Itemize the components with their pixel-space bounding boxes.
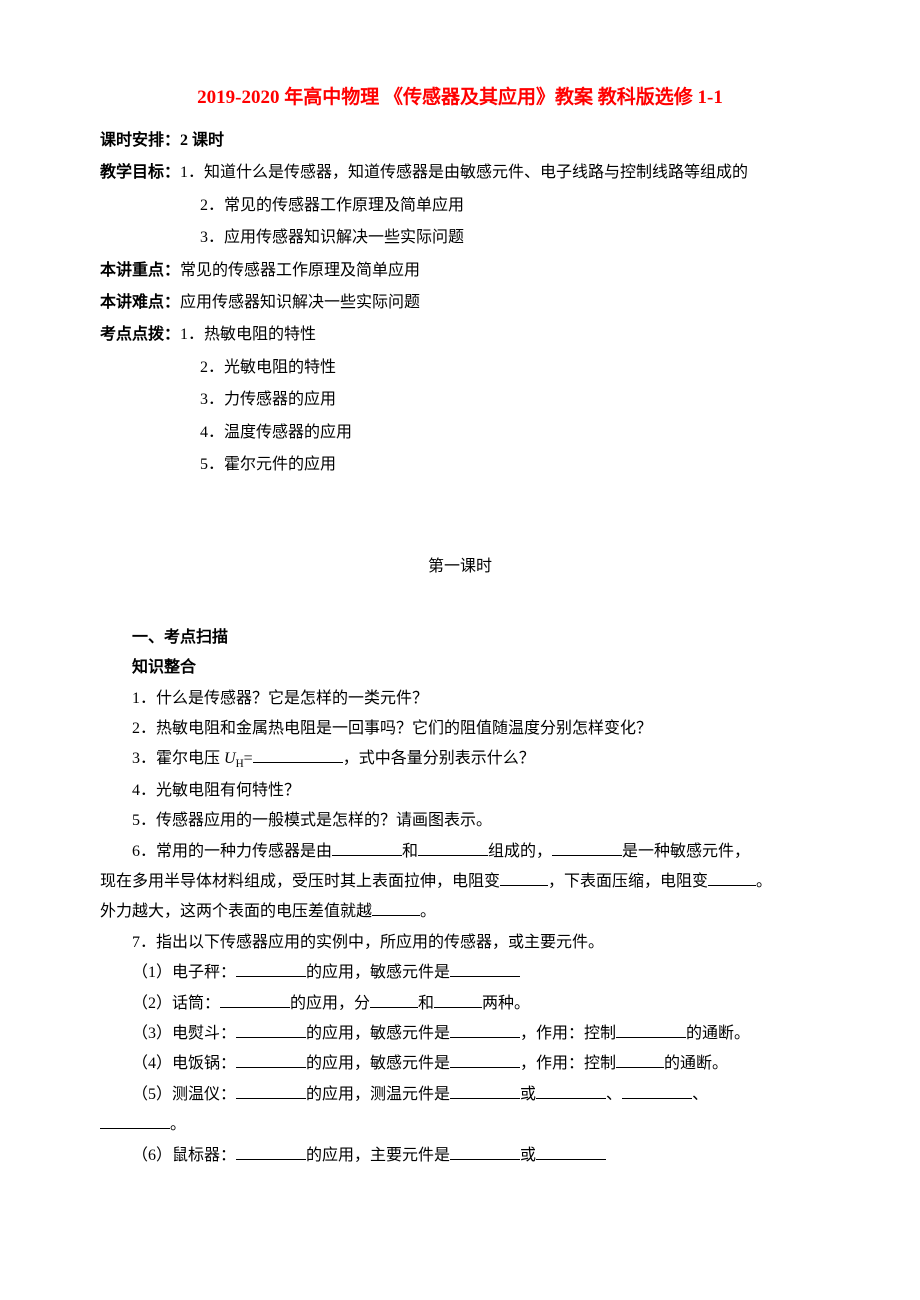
difficulty-label: 本讲难点： xyxy=(100,294,180,311)
q7-item-1: （1）电子秤：的应用，敏感元件是 xyxy=(100,958,820,988)
blank xyxy=(500,868,548,886)
question-3: 3．霍尔电压 UH=，式中各量分别表示什么？ xyxy=(100,744,820,775)
lesson-heading: 第一课时 xyxy=(100,552,820,582)
exampoint-3: 3．力传感器的应用 xyxy=(100,385,820,415)
blank xyxy=(450,1051,520,1069)
exampoint-5: 5．霍尔元件的应用 xyxy=(100,450,820,480)
q7-item-5: （5）测温仪：的应用，测温元件是或、、 xyxy=(100,1080,820,1110)
section1-heading: 一、考点扫描 xyxy=(100,623,820,653)
blank xyxy=(536,1142,606,1160)
keypoint-row: 本讲重点：常见的传感器工作原理及简单应用 xyxy=(100,256,820,286)
blank xyxy=(418,838,488,856)
blank xyxy=(552,838,622,856)
question-6-line2: 现在多用半导体材料组成，受压时其上表面拉伸，电阻变，下表面压缩，电阻变。 xyxy=(100,867,820,897)
objective-3: 3．应用传感器知识解决一些实际问题 xyxy=(100,223,820,253)
question-4: 4．光敏电阻有何特性？ xyxy=(100,776,820,806)
exampoint-1: 1．热敏电阻的特性 xyxy=(180,326,316,343)
question-7-intro: 7．指出以下传感器应用的实例中，所应用的传感器，或主要元件。 xyxy=(100,928,820,958)
exampoints-label: 考点点拨： xyxy=(100,326,180,343)
blank xyxy=(220,990,290,1008)
q7-item-5-cont: 。 xyxy=(100,1110,820,1140)
question-6-line3: 外力越大，这两个表面的电压差值就越。 xyxy=(100,897,820,927)
section1-sub: 知识整合 xyxy=(100,653,820,683)
blank xyxy=(370,990,418,1008)
blank xyxy=(450,1020,520,1038)
exampoint-4: 4．温度传感器的应用 xyxy=(100,418,820,448)
difficulty-value: 应用传感器知识解决一些实际问题 xyxy=(180,294,420,311)
blank xyxy=(536,1081,606,1099)
variable-u: U xyxy=(224,750,236,767)
difficulty-row: 本讲难点：应用传感器知识解决一些实际问题 xyxy=(100,288,820,318)
blank xyxy=(616,1051,664,1069)
document-title: 2019-2020 年高中物理 《传感器及其应用》教案 教科版选修 1-1 xyxy=(100,80,820,116)
blank xyxy=(236,1142,306,1160)
question-1: 1．什么是传感器？它是怎样的一类元件？ xyxy=(100,684,820,714)
q7-item-6: （6）鼠标器：的应用，主要元件是或 xyxy=(100,1141,820,1171)
objectives-row: 教学目标：1．知道什么是传感器，知道传感器是由敏感元件、电子线路与控制线路等组成… xyxy=(100,158,820,188)
blank xyxy=(434,990,482,1008)
blank xyxy=(450,1081,520,1099)
blank xyxy=(372,899,420,917)
q7-item-3: （3）电熨斗：的应用，敏感元件是，作用：控制的通断。 xyxy=(100,1019,820,1049)
question-5: 5．传感器应用的一般模式是怎样的？请画图表示。 xyxy=(100,806,820,836)
objective-1: 1．知道什么是传感器，知道传感器是由敏感元件、电子线路与控制线路等组成的 xyxy=(180,164,748,181)
q7-item-2: （2）话筒：的应用，分和两种。 xyxy=(100,989,820,1019)
blank xyxy=(100,1112,170,1130)
blank xyxy=(450,1142,520,1160)
objective-2: 2．常见的传感器工作原理及简单应用 xyxy=(100,191,820,221)
blank xyxy=(622,1081,692,1099)
keypoint-value: 常见的传感器工作原理及简单应用 xyxy=(180,262,420,279)
blank xyxy=(236,960,306,978)
blank xyxy=(708,868,756,886)
blank xyxy=(253,746,343,764)
objectives-label: 教学目标： xyxy=(100,164,180,181)
blank xyxy=(332,838,402,856)
blank xyxy=(616,1020,686,1038)
question-6-line1: 6．常用的一种力传感器是由和组成的，是一种敏感元件， xyxy=(100,837,820,867)
blank xyxy=(450,960,520,978)
keypoint-label: 本讲重点： xyxy=(100,262,180,279)
subscript-h: H xyxy=(236,759,244,771)
exampoint-2: 2．光敏电阻的特性 xyxy=(100,353,820,383)
schedule-row: 课时安排：2 课时 xyxy=(100,126,820,156)
q7-item-4: （4）电饭锅：的应用，敏感元件是，作用：控制的通断。 xyxy=(100,1049,820,1079)
exampoints-row: 考点点拨：1．热敏电阻的特性 xyxy=(100,320,820,350)
blank xyxy=(236,1081,306,1099)
blank xyxy=(236,1020,306,1038)
schedule-value: 2 课时 xyxy=(180,132,224,149)
schedule-label: 课时安排： xyxy=(100,132,180,149)
question-2: 2．热敏电阻和金属热电阻是一回事吗？它们的阻值随温度分别怎样变化？ xyxy=(100,714,820,744)
blank xyxy=(236,1051,306,1069)
